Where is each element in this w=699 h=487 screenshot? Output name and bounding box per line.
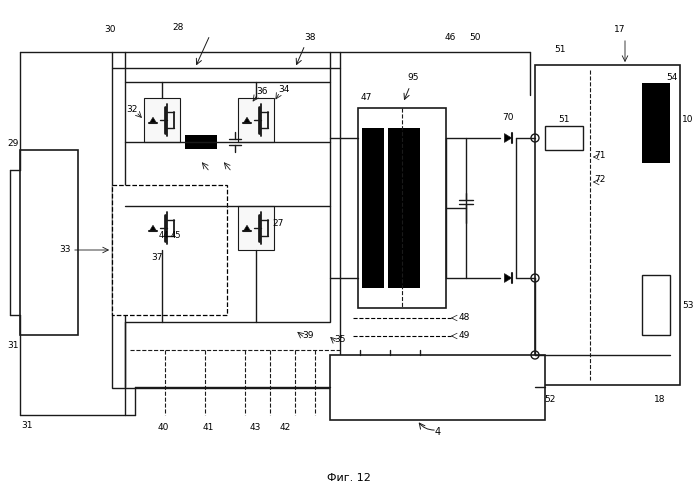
Bar: [398, 128, 420, 288]
Bar: [238, 206, 274, 250]
Text: Фиг. 12: Фиг. 12: [327, 473, 371, 483]
Text: 17: 17: [614, 25, 626, 35]
Polygon shape: [505, 274, 512, 282]
Text: 52: 52: [545, 395, 556, 405]
Bar: [358, 108, 446, 308]
Bar: [112, 68, 340, 388]
Text: 50: 50: [469, 34, 481, 42]
Text: 31: 31: [21, 420, 33, 430]
Bar: [642, 275, 670, 335]
Text: 36: 36: [257, 88, 268, 96]
Bar: [545, 126, 583, 150]
Bar: [238, 98, 274, 142]
Text: 46: 46: [445, 34, 456, 42]
Text: 18: 18: [654, 395, 665, 405]
Text: 53: 53: [682, 300, 693, 310]
Text: 39: 39: [302, 331, 314, 339]
Text: 34: 34: [278, 86, 289, 94]
Text: 37: 37: [151, 254, 163, 262]
Bar: [362, 128, 384, 288]
Text: 30: 30: [104, 25, 116, 35]
Text: 40: 40: [157, 423, 168, 431]
Text: 43: 43: [250, 423, 261, 431]
Bar: [144, 98, 180, 142]
Bar: [642, 83, 670, 163]
Text: 48: 48: [459, 314, 470, 322]
Text: 44: 44: [159, 231, 169, 241]
Text: 29: 29: [7, 139, 19, 149]
Text: 28: 28: [173, 23, 184, 33]
Bar: [125, 82, 330, 322]
Text: 4: 4: [435, 427, 440, 437]
Text: 47: 47: [360, 94, 372, 102]
Polygon shape: [150, 225, 157, 231]
Text: 31: 31: [7, 340, 19, 350]
Bar: [20, 150, 78, 335]
Text: 70: 70: [503, 113, 514, 123]
Text: 33: 33: [59, 245, 71, 255]
Text: 54: 54: [666, 74, 678, 82]
Bar: [535, 65, 680, 385]
Bar: [388, 128, 410, 288]
Bar: [185, 135, 217, 149]
Text: 42: 42: [280, 423, 291, 431]
Text: 10: 10: [682, 115, 693, 125]
Text: 71: 71: [594, 150, 606, 160]
Text: 41: 41: [202, 423, 214, 431]
Text: 49: 49: [459, 332, 470, 340]
Text: 38: 38: [304, 34, 316, 42]
Text: 35: 35: [334, 336, 346, 344]
Bar: [112, 185, 227, 315]
Bar: [330, 355, 545, 420]
Polygon shape: [244, 225, 250, 231]
Text: 51: 51: [554, 45, 565, 55]
Text: 51: 51: [559, 115, 570, 125]
Text: 45: 45: [171, 231, 181, 241]
Text: 95: 95: [408, 74, 419, 82]
Polygon shape: [150, 117, 157, 123]
Text: 72: 72: [594, 175, 606, 185]
Text: 27: 27: [273, 219, 284, 227]
Bar: [144, 206, 180, 250]
Polygon shape: [244, 117, 250, 123]
Polygon shape: [505, 133, 512, 142]
Text: 32: 32: [127, 106, 138, 114]
